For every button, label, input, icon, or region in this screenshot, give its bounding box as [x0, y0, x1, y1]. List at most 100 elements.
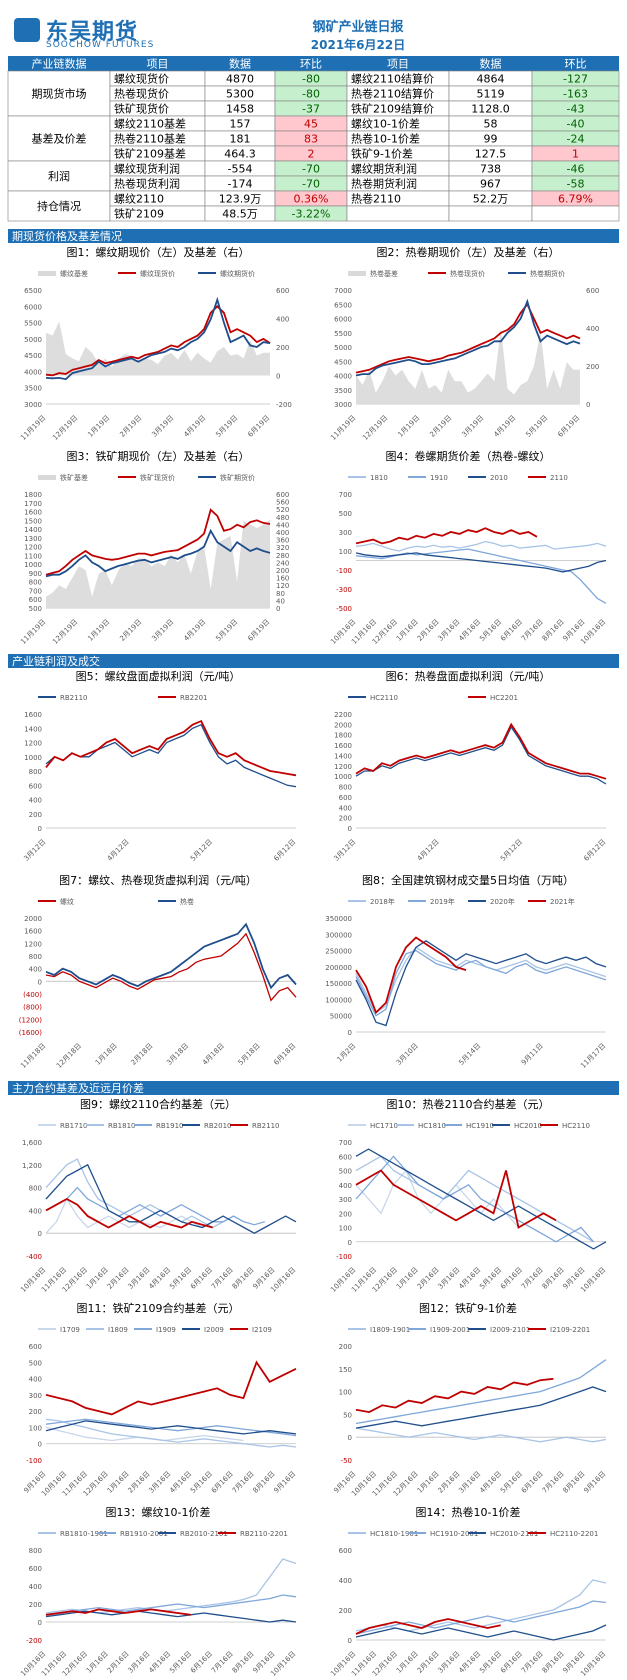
series-line — [45, 528, 271, 578]
table-cell-text: 铁矿现货价 — [114, 102, 169, 116]
series-line — [355, 1386, 607, 1429]
legend-label: 2110 — [550, 474, 568, 482]
y-tick-label-right: 0 — [586, 401, 590, 409]
y-tick-label-right: 200 — [586, 363, 599, 371]
legend-label: I1809-1901 — [370, 1326, 410, 1334]
table-header-0: 产业链数据 — [32, 57, 87, 71]
legend-label: RB1910-2001 — [120, 1530, 168, 1538]
legend-label: 2010 — [490, 474, 508, 482]
legend-label: 热卷期货价 — [530, 269, 565, 278]
x-tick-label: 3月10日 — [395, 1042, 420, 1067]
x-tick-label: 5月19日 — [214, 414, 239, 439]
chart-title: 图7：螺纹、热卷现货虚拟利润（元/吨） — [59, 873, 257, 887]
section-title-2: 主力合约基差及近远月价差 — [12, 1081, 144, 1095]
x-tick-label: 6月19日 — [246, 618, 271, 643]
table-group-label: 利润 — [48, 169, 70, 183]
legend-label: 螺纹基差 — [60, 269, 88, 278]
table-cell-text: -37 — [302, 103, 320, 116]
legend-label: 2019年 — [430, 897, 455, 906]
series-line — [355, 1359, 607, 1425]
x-tick-label: 2月16日 — [127, 1470, 152, 1495]
table-cell-text: 螺纹现货价 — [114, 72, 169, 86]
table-cell-text: 4870 — [226, 73, 254, 86]
x-tick-label: 7月16日 — [520, 1266, 545, 1291]
y-tick-label: 6500 — [24, 287, 42, 295]
section-title-0: 期现货价格及基差情况 — [12, 229, 122, 243]
x-tick-label: 6月16日 — [499, 1650, 524, 1675]
company-name-cn: 东吴期货 — [46, 20, 139, 45]
chart-title: 图5：螺纹盘面虚拟利润（元/吨） — [76, 669, 241, 683]
x-tick-label: 11月19日 — [329, 414, 357, 442]
series-line — [355, 936, 467, 1015]
table-cell-text: 螺纹10-1价差 — [351, 117, 420, 131]
series-line — [45, 719, 297, 777]
table-header-3: 环比 — [300, 58, 322, 71]
series-line — [355, 1600, 607, 1635]
x-tick-label: 1月16日 — [106, 1470, 131, 1495]
x-tick-label: 3月12日 — [22, 838, 47, 863]
y-tick-label: 3500 — [24, 385, 42, 393]
x-tick-label: 7月16日 — [520, 618, 545, 643]
chart-13: 图13：螺纹10-1价差 RB1810-1901 RB1910-2001 RB2010… — [19, 1505, 297, 1678]
y-tick-label: 800 — [29, 953, 42, 961]
y-tick-label: 4500 — [24, 352, 42, 360]
series-line — [355, 946, 607, 1014]
y-tick-label: 1400 — [334, 752, 352, 760]
y-tick-label: 7000 — [334, 287, 352, 295]
table-cell-text: -40 — [567, 118, 585, 131]
x-tick-label: 8月16日 — [541, 1650, 566, 1675]
y-tick-label: 500 — [339, 1168, 352, 1176]
chart-9: 图9：螺纹2110合约基差（元） RB1710 RB1810 RB1910 RB2010… — [19, 1097, 297, 1294]
legend-swatch — [348, 271, 366, 276]
series-line — [45, 723, 297, 788]
x-tick-label: 1月19日 — [86, 414, 111, 439]
y-tick-label: 700 — [339, 1139, 352, 1147]
x-tick-label: 1月16日 — [395, 1650, 420, 1675]
y-tick-label: 600 — [29, 1343, 42, 1351]
y-tick-label: 500 — [29, 605, 42, 613]
y-tick-label: 0 — [38, 825, 42, 833]
legend-label: RB2110 — [252, 1122, 279, 1130]
x-tick-label: 5月14日 — [457, 1042, 482, 1067]
table-cell-text: 热卷2110 — [351, 192, 401, 206]
y-tick-label: (800) — [23, 1004, 42, 1012]
table-cell-text: 铁矿2109 — [114, 208, 164, 221]
x-tick-label: 1月16日 — [85, 1266, 110, 1291]
x-tick-label: 5月16日 — [478, 618, 503, 643]
x-tick-label: 7月16日 — [210, 1266, 235, 1291]
x-tick-label: 5月16日 — [168, 1266, 193, 1291]
series-line — [45, 1608, 191, 1616]
y-tick-label: -300 — [336, 586, 352, 594]
y-tick-label: 1200 — [24, 544, 42, 552]
section-bar-2 — [8, 1081, 619, 1095]
company-name-en: SOOCHOW FUTURES — [46, 40, 155, 50]
x-tick-label: 4月16日 — [147, 1650, 172, 1675]
y-tick-label: 0 — [348, 1637, 352, 1645]
table-cell-text: 5300 — [226, 88, 254, 101]
y-tick-label: 200 — [29, 811, 42, 819]
y-tick-label: 6000 — [24, 303, 42, 311]
legend-label: HC2010 — [514, 1122, 542, 1130]
y-tick-label: 250000 — [325, 948, 352, 956]
table-cell-text: 螺纹2110结算价 — [351, 72, 434, 86]
y-tick-label-right: 80 — [276, 590, 285, 598]
table-cell-text: 48.5万 — [222, 208, 258, 221]
x-tick-label: 12月19日 — [361, 414, 389, 442]
y-tick-label: -200 — [26, 1637, 42, 1645]
y-tick-label: 4000 — [24, 368, 42, 376]
x-tick-label: 6月12日 — [272, 838, 297, 863]
series-line — [355, 540, 607, 552]
x-tick-label: 4月16日 — [457, 1650, 482, 1675]
y-tick-label: 1800 — [334, 732, 352, 740]
x-tick-label: 1月16日 — [395, 1266, 420, 1291]
y-tick-label: 1600 — [24, 711, 42, 719]
series-line — [355, 1155, 594, 1243]
chart-1: 图1：螺纹期现价（左）及基差（右）螺纹基差 螺纹现货价 螺纹期货价650060005… — [19, 245, 292, 442]
section-title-1: 产业链利润及成交 — [12, 654, 100, 668]
table-cell-text: -70 — [302, 163, 320, 176]
series-line — [355, 1427, 607, 1443]
series-line — [45, 296, 271, 381]
chart-title: 图8：全国建筑钢材成交量5日均值（万吨） — [362, 873, 574, 887]
